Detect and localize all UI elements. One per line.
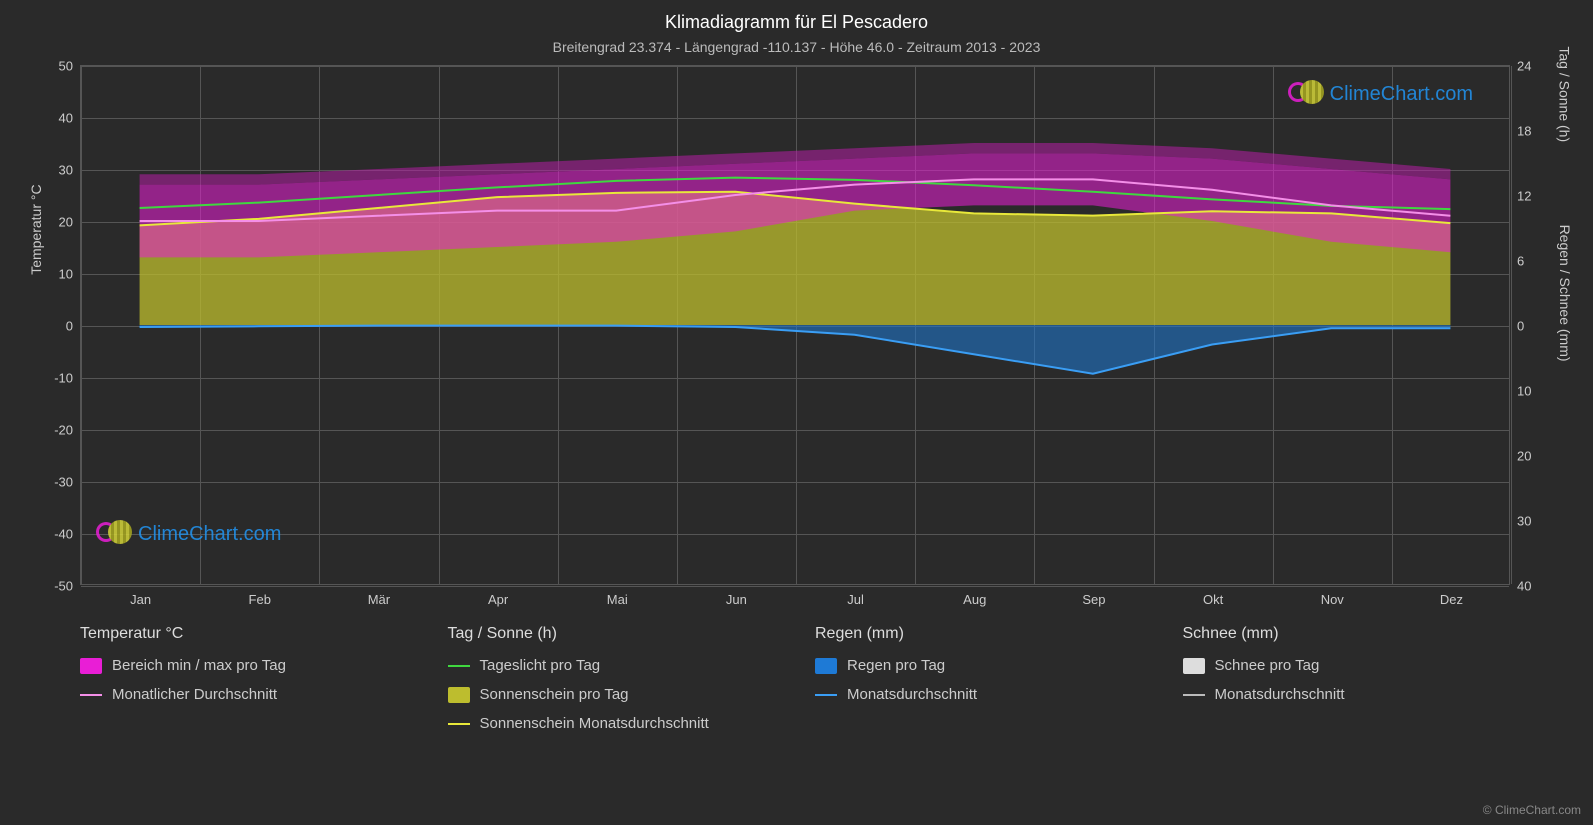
chart-plot-area: 50403020100-10-20-30-40-5024181260102030…: [80, 65, 1510, 585]
legend-label: Monatsdurchschnitt: [847, 686, 977, 703]
ytick-right-sun: 12: [1509, 189, 1531, 204]
legend-item: Monatlicher Durchschnitt: [80, 686, 408, 703]
xtick-month: Mai: [607, 584, 628, 607]
legend: Temperatur °C Bereich min / max pro Tag Mo…: [80, 625, 1510, 744]
legend-title: Tag / Sonne (h): [448, 625, 776, 643]
legend-item: Sonnenschein Monatsdurchschnitt: [448, 715, 776, 732]
legend-col-temp: Temperatur °C Bereich min / max pro Tag Mo…: [80, 625, 408, 744]
legend-label: Regen pro Tag: [847, 657, 945, 674]
ytick-right-rain: 20: [1509, 449, 1531, 464]
watermark-text: ClimeChart.com: [138, 523, 281, 546]
legend-col-sun: Tag / Sonne (h) Tageslicht pro Tag Sonnens…: [448, 625, 776, 744]
legend-item: Bereich min / max pro Tag: [80, 657, 408, 674]
legend-swatch: [448, 665, 470, 667]
chart-title: Klimadiagramm für El Pescadero: [0, 0, 1593, 33]
ytick-left: 40: [59, 111, 81, 126]
legend-item: Regen pro Tag: [815, 657, 1143, 674]
y-axis-left-label: Temperatur °C: [28, 184, 44, 274]
ytick-right-sun: 18: [1509, 124, 1531, 139]
xtick-month: Jan: [130, 584, 151, 607]
chart-subtitle: Breitengrad 23.374 - Längengrad -110.137…: [0, 33, 1593, 55]
climechart-logo-icon: [1288, 80, 1324, 108]
legend-swatch: [815, 658, 837, 674]
ytick-right-rain: 40: [1509, 579, 1531, 594]
xtick-month: Feb: [249, 584, 271, 607]
legend-label: Schnee pro Tag: [1215, 657, 1320, 674]
watermark-top: ClimeChart.com: [1288, 80, 1473, 108]
watermark-bottom: ClimeChart.com: [96, 520, 281, 548]
legend-label: Tageslicht pro Tag: [480, 657, 601, 674]
legend-item: Monatsdurchschnitt: [1183, 686, 1511, 703]
xtick-month: Mär: [368, 584, 390, 607]
legend-label: Monatlicher Durchschnitt: [112, 686, 277, 703]
legend-item: Schnee pro Tag: [1183, 657, 1511, 674]
legend-title: Schnee (mm): [1183, 625, 1511, 643]
climechart-logo-icon: [96, 520, 132, 548]
legend-swatch: [1183, 658, 1205, 674]
xtick-month: Jun: [726, 584, 747, 607]
ytick-left: 30: [59, 163, 81, 178]
ytick-left: -30: [54, 475, 81, 490]
legend-swatch: [448, 687, 470, 703]
xtick-month: Okt: [1203, 584, 1223, 607]
xtick-month: Sep: [1082, 584, 1105, 607]
watermark-text: ClimeChart.com: [1330, 83, 1473, 106]
legend-swatch: [448, 723, 470, 725]
ytick-left: -20: [54, 423, 81, 438]
legend-title: Regen (mm): [815, 625, 1143, 643]
ytick-right-rain: 30: [1509, 514, 1531, 529]
xtick-month: Dez: [1440, 584, 1463, 607]
ytick-right-sun: 24: [1509, 59, 1531, 74]
rain-area: [140, 325, 1451, 374]
legend-swatch: [1183, 694, 1205, 696]
legend-label: Bereich min / max pro Tag: [112, 657, 286, 674]
legend-item: Monatsdurchschnitt: [815, 686, 1143, 703]
y-axis-right-bottom-label: Regen / Schnee (mm): [1557, 225, 1573, 362]
xtick-month: Jul: [847, 584, 864, 607]
legend-swatch: [815, 694, 837, 696]
ytick-left: 0: [66, 319, 81, 334]
legend-item: Tageslicht pro Tag: [448, 657, 776, 674]
legend-label: Sonnenschein Monatsdurchschnitt: [480, 715, 709, 732]
xtick-month: Apr: [488, 584, 508, 607]
legend-label: Monatsdurchschnitt: [1215, 686, 1345, 703]
ytick-left: -10: [54, 371, 81, 386]
legend-label: Sonnenschein pro Tag: [480, 686, 629, 703]
legend-swatch: [80, 658, 102, 674]
ytick-left: 50: [59, 59, 81, 74]
ytick-left: 10: [59, 267, 81, 282]
legend-title: Temperatur °C: [80, 625, 408, 643]
legend-col-snow: Schnee (mm) Schnee pro Tag Monatsdurchschn…: [1183, 625, 1511, 744]
xtick-month: Nov: [1321, 584, 1344, 607]
legend-item: Sonnenschein pro Tag: [448, 686, 776, 703]
xtick-month: Aug: [963, 584, 986, 607]
ytick-left: 20: [59, 215, 81, 230]
ytick-left: -40: [54, 527, 81, 542]
legend-col-rain: Regen (mm) Regen pro Tag Monatsdurchschnit…: [815, 625, 1143, 744]
ytick-left: -50: [54, 579, 81, 594]
y-axis-right-top-label: Tag / Sonne (h): [1557, 46, 1573, 142]
ytick-right-rain: 10: [1509, 384, 1531, 399]
legend-swatch: [80, 694, 102, 696]
copyright-text: © ClimeChart.com: [1483, 803, 1581, 817]
